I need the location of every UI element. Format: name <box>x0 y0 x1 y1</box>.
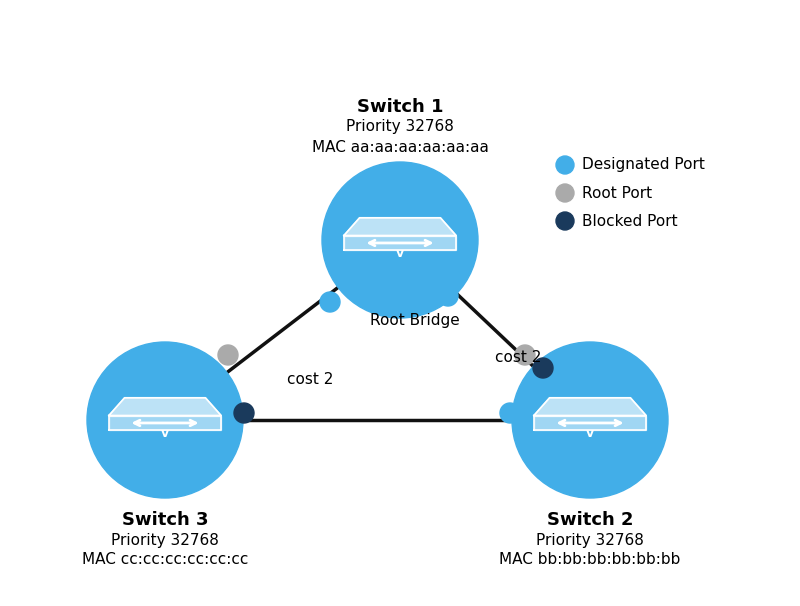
Polygon shape <box>109 398 221 416</box>
Text: MAC cc:cc:cc:cc:cc:cc: MAC cc:cc:cc:cc:cc:cc <box>82 553 248 567</box>
Text: Switch 2: Switch 2 <box>546 511 634 529</box>
Circle shape <box>515 345 535 365</box>
Text: MAC aa:aa:aa:aa:aa:aa: MAC aa:aa:aa:aa:aa:aa <box>311 139 489 155</box>
Circle shape <box>512 342 668 498</box>
Circle shape <box>556 156 574 174</box>
Circle shape <box>320 292 340 312</box>
Text: v: v <box>161 427 169 440</box>
Polygon shape <box>534 416 646 430</box>
Polygon shape <box>109 416 221 430</box>
Text: Switch 1: Switch 1 <box>357 98 443 116</box>
Circle shape <box>234 403 254 423</box>
Circle shape <box>218 345 238 365</box>
Circle shape <box>533 358 553 378</box>
Circle shape <box>556 184 574 202</box>
Text: Designated Port: Designated Port <box>582 158 705 173</box>
Text: Priority 32768: Priority 32768 <box>536 533 644 547</box>
Text: Priority 32768: Priority 32768 <box>346 119 454 135</box>
Text: v: v <box>586 427 594 440</box>
Text: Root Bridge: Root Bridge <box>370 313 460 327</box>
Text: Root Port: Root Port <box>582 185 652 201</box>
Text: v: v <box>396 247 404 260</box>
Polygon shape <box>534 398 646 416</box>
Text: cost 2: cost 2 <box>287 373 333 387</box>
Circle shape <box>87 342 243 498</box>
Text: cost 2: cost 2 <box>495 350 541 365</box>
Text: MAC bb:bb:bb:bb:bb:bb: MAC bb:bb:bb:bb:bb:bb <box>499 553 681 567</box>
Polygon shape <box>344 218 456 236</box>
Circle shape <box>500 403 520 423</box>
Circle shape <box>438 286 458 306</box>
Text: Priority 32768: Priority 32768 <box>111 533 219 547</box>
Circle shape <box>322 162 478 318</box>
Polygon shape <box>344 236 456 250</box>
Text: Blocked Port: Blocked Port <box>582 213 678 228</box>
Circle shape <box>556 212 574 230</box>
Text: Switch 3: Switch 3 <box>122 511 208 529</box>
